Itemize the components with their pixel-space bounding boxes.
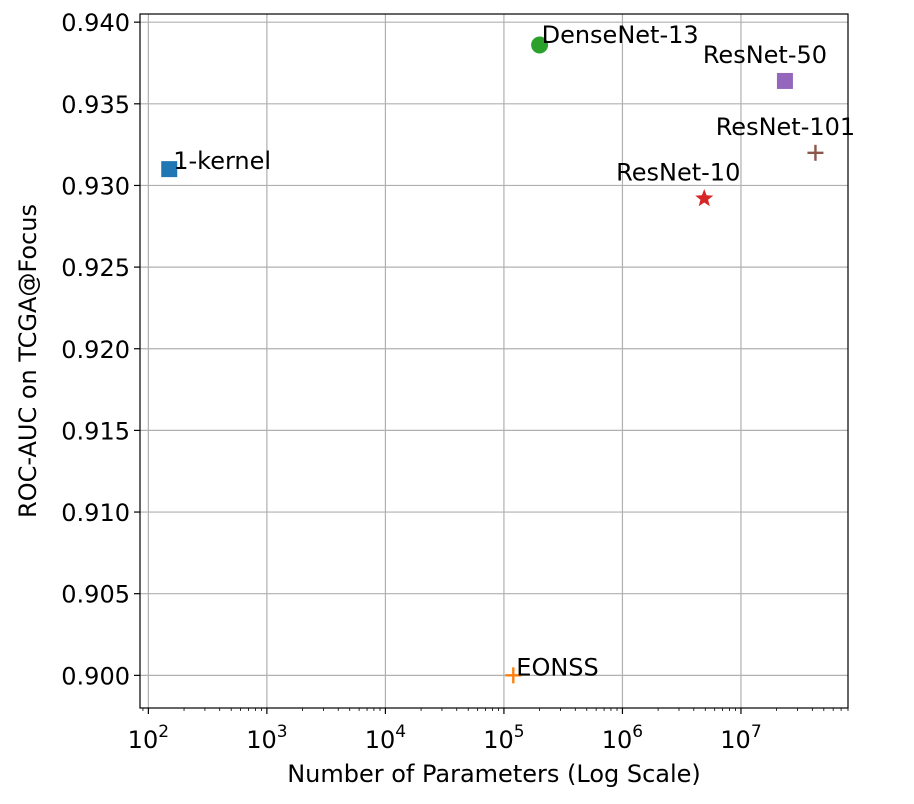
x-tick-base: 10 bbox=[483, 726, 514, 754]
y-tick-label: 0.905 bbox=[61, 581, 130, 609]
point-label-eonss: EONSS bbox=[516, 653, 598, 681]
point-label-1-kernel: 1-kernel bbox=[173, 147, 271, 175]
y-tick-label: 0.910 bbox=[61, 499, 130, 527]
x-tick-base: 10 bbox=[365, 726, 396, 754]
point-resnet-50 bbox=[776, 72, 793, 89]
x-tick-label: 104 bbox=[365, 722, 406, 754]
x-axis-ticks: 102 103 104 105 106 107 bbox=[128, 708, 849, 754]
y-tick-label: 0.925 bbox=[61, 254, 130, 282]
x-tick-label: 107 bbox=[720, 722, 761, 754]
point-label-resnet-50: ResNet-50 bbox=[703, 41, 827, 69]
y-tick-label: 0.930 bbox=[61, 172, 130, 200]
point-label-resnet-101: ResNet-101 bbox=[716, 113, 855, 141]
point-labels: 1-kernel EONSS DenseNet-13 ResNet-10 ResNet-… bbox=[173, 21, 855, 681]
x-tick-label: 106 bbox=[602, 722, 643, 754]
point-densenet-13 bbox=[531, 36, 549, 54]
point-label-densenet-13: DenseNet-13 bbox=[542, 21, 699, 49]
x-tick-base: 10 bbox=[246, 726, 277, 754]
x-tick-base: 10 bbox=[720, 726, 751, 754]
x-axis-title: Number of Parameters (Log Scale) bbox=[287, 760, 701, 788]
grid bbox=[140, 14, 848, 708]
x-tick-label: 103 bbox=[246, 722, 287, 754]
x-tick-exponent: 6 bbox=[632, 722, 643, 742]
x-tick-base: 10 bbox=[128, 726, 159, 754]
point-resnet-10 bbox=[695, 189, 714, 207]
x-tick-exponent: 4 bbox=[395, 722, 406, 742]
y-tick-label: 0.920 bbox=[61, 336, 130, 364]
x-tick-exponent: 5 bbox=[514, 722, 525, 742]
x-tick-exponent: 3 bbox=[277, 722, 288, 742]
point-label-resnet-10: ResNet-10 bbox=[616, 159, 740, 187]
y-tick-label: 0.935 bbox=[61, 91, 130, 119]
x-tick-exponent: 7 bbox=[751, 722, 762, 742]
point-resnet-101 bbox=[807, 144, 824, 161]
data-points bbox=[161, 36, 824, 684]
y-tick-label: 0.940 bbox=[61, 9, 130, 37]
y-axis-ticks: 0.900 0.905 0.910 0.915 0.920 0.925 0.930 0.935… bbox=[61, 9, 140, 690]
point-eonss bbox=[505, 667, 522, 684]
y-axis-title: ROC-AUC on TCGA@Focus bbox=[14, 204, 42, 518]
point-1-kernel bbox=[161, 161, 178, 178]
x-tick-label: 102 bbox=[128, 722, 169, 754]
x-tick-exponent: 2 bbox=[158, 722, 169, 742]
y-tick-label: 0.900 bbox=[61, 662, 130, 690]
plot-area-frame bbox=[139, 13, 849, 709]
x-tick-base: 10 bbox=[602, 726, 633, 754]
y-tick-label: 0.915 bbox=[61, 417, 130, 445]
x-tick-label: 105 bbox=[483, 722, 524, 754]
